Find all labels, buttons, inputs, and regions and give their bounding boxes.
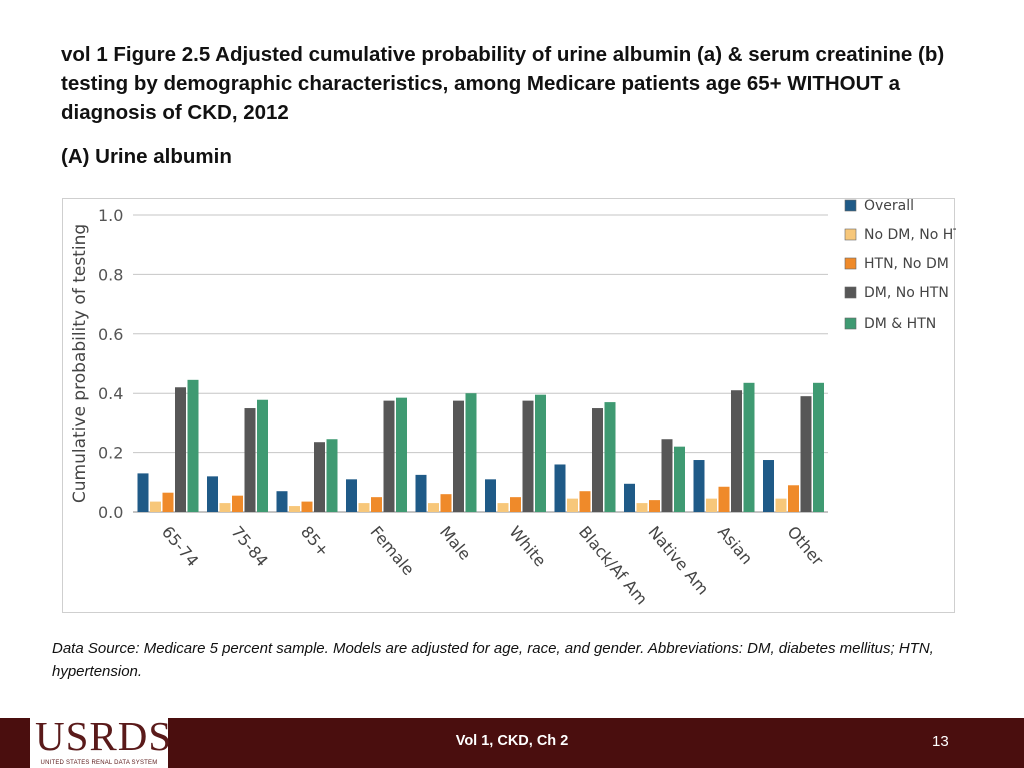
legend-label: DM & HTN (864, 316, 936, 332)
x-tick-label: Other (783, 522, 827, 569)
bar (150, 501, 161, 512)
x-tick-label: 65-74 (158, 522, 202, 570)
bar (661, 439, 673, 512)
chart-frame: 0.0 0.2 0.4 0.6 0.8 1.0 Cumulative probability… (62, 198, 956, 613)
usrds-logo (30, 711, 168, 768)
y-tick-label: 0.8 (98, 265, 123, 284)
bar (693, 460, 705, 512)
bar (788, 485, 799, 512)
footer-section-label: Vol 1, CKD, Ch 2 (455, 733, 569, 749)
bar (775, 498, 787, 512)
bar (371, 497, 382, 512)
legend-label: No DM, No HTN (864, 227, 956, 243)
slide-title: vol 1 Figure 2.5 Adjusted cumulative pro… (61, 43, 945, 124)
bar (453, 400, 464, 512)
bar (358, 503, 370, 512)
bar (415, 474, 427, 512)
legend-swatch (844, 286, 857, 299)
bar (497, 503, 509, 512)
bar (510, 497, 521, 512)
bar (743, 382, 755, 512)
logo-text: USRDS (35, 713, 173, 759)
y-tick-label: 0.4 (98, 384, 123, 403)
logo-subtext: UNITED STATES RENAL DATA SYSTEM (40, 760, 158, 766)
bar (301, 501, 313, 512)
x-tick-label: Male (436, 522, 475, 563)
y-axis-label: Cumulative probability of testing (70, 224, 90, 503)
legend-label: Overall (864, 199, 914, 214)
bar (813, 382, 824, 512)
bar (276, 491, 288, 512)
y-tick-label: 1.0 (98, 206, 123, 225)
bar (731, 390, 742, 512)
bar (522, 400, 534, 512)
x-tick-label: Asian (714, 522, 757, 568)
bar (428, 503, 439, 512)
bar (257, 399, 268, 512)
bar (244, 408, 256, 512)
bar (175, 387, 186, 512)
bar (162, 492, 174, 512)
bar (649, 500, 660, 512)
data-source-caption: Data Source: Medicare 5 percent sample. … (52, 640, 934, 680)
bar (535, 394, 546, 512)
legend-swatch (844, 257, 857, 270)
x-tick-label: Native Am (644, 522, 712, 598)
y-tick-label: 0.6 (98, 325, 123, 344)
legend-label: HTN, No DM (864, 256, 949, 272)
bar (800, 396, 812, 512)
footer-bar (0, 718, 1024, 768)
bar (604, 402, 616, 512)
bar (636, 503, 648, 512)
bar (326, 439, 338, 512)
bar (314, 442, 325, 512)
bar (383, 400, 395, 512)
bar (137, 473, 149, 512)
bar (232, 495, 243, 512)
y-tick-label: 0.2 (98, 444, 123, 463)
bar (440, 494, 452, 512)
legend-swatch (844, 317, 857, 330)
bar (289, 506, 300, 512)
bar (763, 460, 774, 512)
bar (567, 498, 578, 512)
x-tick-label: White (505, 522, 549, 570)
x-tick-label: 85+ (297, 522, 333, 560)
bar (465, 393, 477, 512)
legend-swatch (844, 199, 857, 212)
bar-chart: 0.0 0.2 0.4 0.6 0.8 1.0 Cumulative probability… (70, 199, 956, 608)
x-tick-label: Black/Af Am (575, 522, 651, 608)
bar (485, 479, 496, 512)
bar (579, 491, 591, 512)
bar (187, 379, 199, 512)
bar (718, 486, 730, 512)
bar (554, 464, 566, 512)
legend-swatch (844, 228, 857, 241)
bar (396, 397, 407, 512)
bar (624, 483, 635, 512)
bar (706, 498, 717, 512)
page-number: 13 (932, 733, 949, 750)
x-tick-label: Female (366, 522, 418, 579)
bar (346, 479, 357, 512)
y-tick-label: 0.0 (98, 503, 123, 522)
bar (592, 408, 603, 512)
bar (219, 503, 231, 512)
legend-label: DM, No HTN (864, 285, 949, 301)
bar (207, 476, 218, 512)
bar (674, 446, 685, 512)
panel-label: (A) Urine albumin (61, 145, 232, 168)
x-tick-label: 75-84 (227, 522, 271, 570)
